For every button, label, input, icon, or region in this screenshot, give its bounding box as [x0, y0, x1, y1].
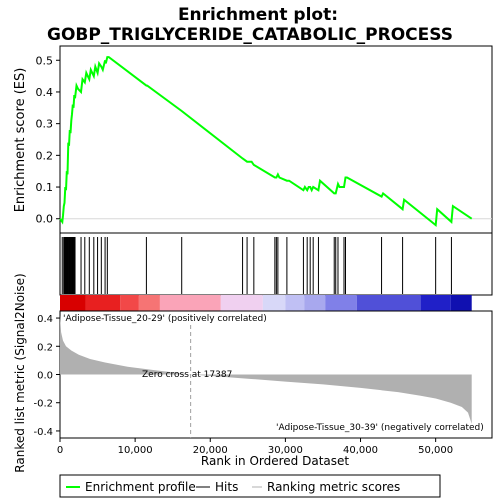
color-bar-segment: [220, 295, 263, 311]
legend-label-ranking-metric-scores: Ranking metric scores: [267, 480, 400, 494]
x-tick-label: 40,000: [343, 445, 378, 456]
es-y-axis-label: Enrichment score (ES): [13, 68, 28, 213]
legend-label-hits: Hits: [215, 480, 238, 494]
x-tick-label: 10,000: [118, 445, 153, 456]
color-bar-segment: [325, 295, 357, 311]
es-panel-frame: [59, 45, 493, 234]
legend-label-enrichment-profile: Enrichment profile: [85, 480, 196, 494]
zero-cross-label: Zero cross at 17387: [142, 370, 232, 380]
es-y-tick-label: 0.5: [36, 54, 54, 67]
x-tick-label: 20,000: [193, 445, 228, 456]
metric-y-tick-label: -0.2: [33, 399, 53, 410]
x-tick-label: 50,000: [418, 445, 453, 456]
hits-panel: [59, 232, 493, 296]
hit-marks: [61, 237, 452, 294]
metric-y-tick-label: -0.4: [33, 427, 53, 438]
x-axis-label: Rank in Ordered Dataset: [201, 454, 349, 468]
ranking-metric-area: [60, 315, 472, 424]
color-bar-segment: [356, 295, 421, 311]
color-bar-segment: [420, 295, 451, 311]
color-bar-segment: [304, 295, 326, 311]
metric-y-axis: -0.4 -0.2 0.0 0.2 0.4: [33, 314, 60, 438]
metric-y-tick-label: 0.2: [37, 342, 53, 353]
color-bar-segment: [262, 295, 286, 311]
color-bar-segment: [120, 295, 139, 311]
chart-title-line2: GOBP_TRIGLYCERIDE_CATABOLIC_PROCESS: [47, 25, 453, 45]
es-y-tick-label: 0.1: [36, 181, 54, 194]
color-bar-segment: [159, 295, 221, 311]
x-tick-label: 30,000: [268, 445, 303, 456]
ranking-color-bar: [60, 295, 472, 311]
metric-y-axis-label: Ranked list metric (Signal2Noise): [13, 273, 27, 472]
color-bar-segment: [138, 295, 160, 311]
positive-correlation-label: 'Adipose-Tissue_20-29' (positively corre…: [63, 314, 267, 324]
legend: Enrichment profile Hits Ranking metric s…: [59, 474, 441, 498]
metric-panel: Zero cross at 17387 'Adipose-Tissue_20-2…: [13, 273, 493, 473]
es-y-tick-label: 0.3: [36, 118, 54, 131]
es-y-axis: 0.0 0.1 0.2 0.3 0.4 0.5: [36, 54, 60, 226]
chart-title-line1: Enrichment plot:: [178, 5, 338, 25]
es-y-tick-label: 0.4: [36, 86, 54, 99]
legend-frame: [59, 474, 441, 498]
negative-correlation-label: 'Adipose-Tissue_30-39' (negatively corre…: [276, 423, 484, 433]
x-tick-label: 0: [57, 445, 63, 456]
color-bar-segment: [85, 295, 121, 311]
x-axis: 0 10,000 20,000 30,000 40,000 50,000: [57, 438, 453, 456]
metric-y-tick-label: 0.0: [37, 371, 53, 382]
color-bar-segment: [285, 295, 305, 311]
es-y-tick-label: 0.2: [36, 149, 54, 162]
metric-y-tick-label: 0.4: [37, 314, 53, 325]
es-y-tick-label: 0.0: [36, 213, 54, 226]
enrichment-profile-line: [59, 56, 473, 228]
color-bar-segment: [450, 295, 472, 311]
es-panel: 0.0 0.1 0.2 0.3 0.4 0.5 Enrichment score (ES): [13, 45, 493, 234]
color-bar-segment: [60, 295, 86, 311]
